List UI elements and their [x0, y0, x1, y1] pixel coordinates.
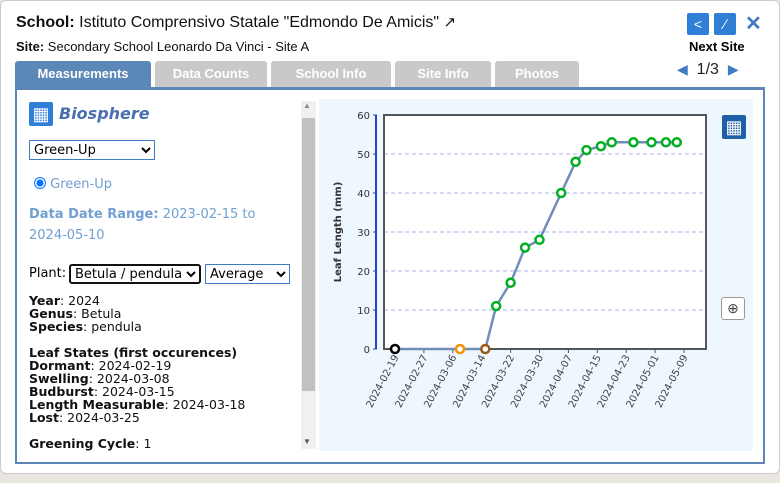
close-icon[interactable]: ✕	[745, 13, 762, 35]
radio-label: Green-Up	[50, 177, 112, 192]
y-tick-label: 40	[357, 189, 370, 200]
info-species: Species: pendula	[29, 319, 142, 334]
data-point-green	[595, 140, 607, 152]
y-tick-label: 0	[364, 345, 370, 356]
data-point-green	[490, 300, 502, 312]
tab-site-info[interactable]: Site Info	[395, 61, 491, 87]
school-title: School: Istituto Comprensivo Statale "Ed…	[16, 13, 456, 32]
data-point-green	[555, 187, 567, 199]
y-tick-label: 50	[357, 150, 370, 161]
date-range-value: 2023-02-15 to 2024-05-10	[29, 207, 256, 243]
plant-select[interactable]: Betula / pendula	[69, 264, 201, 284]
next-site-label: Next Site	[689, 39, 745, 54]
y-tick-label: 60	[357, 111, 370, 122]
scrollbar-thumb[interactable]	[302, 118, 315, 391]
y-tick-label: 10	[357, 306, 370, 317]
stat-select[interactable]: Average	[205, 264, 290, 284]
prev-site-icon[interactable]: ◀	[677, 61, 688, 77]
state-dormant: Dormant: 2024-02-19	[29, 358, 172, 373]
tab-measurements[interactable]: Measurements	[15, 61, 151, 87]
data-point-green	[570, 156, 581, 168]
data-point-green	[581, 144, 592, 156]
date-range: Data Date Range: 2023-02-15 to 2024-05-1…	[29, 204, 289, 246]
data-point-green	[505, 277, 516, 288]
radio-button[interactable]	[34, 177, 46, 189]
protocol-select[interactable]: Green-Up	[29, 140, 155, 160]
school-name: Istituto Comprensivo Statale "Edmondo De…	[79, 14, 440, 31]
link-icon[interactable]: ∕	[714, 13, 736, 35]
data-point-green	[519, 242, 531, 253]
tab-school-info[interactable]: School Info	[271, 61, 391, 87]
site-pager: ◀ 1/3 ▶	[677, 61, 739, 79]
info-year: Year: 2024	[29, 293, 100, 308]
chart-table-icon[interactable]: ▦	[722, 115, 746, 139]
greening-cycle: Greening Cycle: 1	[29, 436, 152, 451]
data-point-swelling	[454, 343, 466, 355]
site-title: Site: Secondary School Leonardo Da Vinci…	[16, 39, 309, 54]
data-point-budburst	[480, 343, 491, 355]
data-point-green	[534, 234, 545, 246]
data-point-dormant	[389, 343, 401, 355]
next-site-icon[interactable]: ▶	[727, 61, 739, 77]
leaf-states-title: Leaf States (first occurences)	[29, 345, 238, 360]
data-point-green	[606, 137, 617, 148]
external-link-icon[interactable]: ↗︎	[443, 14, 457, 31]
plant-info: Year: 2024 Genus: Betula Species: pendul…	[29, 294, 245, 450]
zoom-icon[interactable]: ⊕	[721, 297, 745, 320]
y-axis-label: Leaf Length (mm)	[333, 182, 344, 283]
state-lost: Lost: 2024-03-25	[29, 410, 140, 425]
plant-label: Plant:	[29, 266, 67, 281]
site-label: Site:	[16, 39, 45, 54]
scroll-up-icon[interactable]: ▲	[303, 101, 311, 110]
green-up-radio[interactable]: Green-Up	[34, 177, 112, 192]
data-point-green	[671, 137, 683, 148]
pager-text: 1/3	[696, 61, 719, 78]
table-icon[interactable]: ▦	[29, 102, 53, 126]
y-tick-label: 20	[357, 267, 370, 278]
y-tick-label: 30	[357, 228, 370, 239]
tab-photos[interactable]: Photos	[495, 61, 579, 87]
state-budburst: Budburst: 2024-03-15	[29, 384, 175, 399]
state-swelling: Swelling: 2024-03-08	[29, 371, 170, 386]
data-point-green	[628, 137, 639, 148]
share-icon[interactable]: <	[687, 13, 709, 35]
tab-data-counts[interactable]: Data Counts	[155, 61, 267, 87]
school-label: School:	[16, 14, 75, 31]
data-point-green	[660, 137, 672, 148]
date-range-label: Data Date Range:	[29, 207, 159, 222]
state-length-measurable: Length Measurable: 2024-03-18	[29, 397, 246, 412]
plot-border	[383, 114, 707, 350]
protocol-title: Biosphere	[59, 104, 150, 123]
data-point-green	[646, 137, 657, 148]
info-genus: Genus: Betula	[29, 306, 122, 321]
site-name: Secondary School Leonardo Da Vinci - Sit…	[47, 39, 310, 54]
series-line	[395, 141, 677, 351]
scroll-down-icon[interactable]: ▼	[303, 437, 311, 446]
